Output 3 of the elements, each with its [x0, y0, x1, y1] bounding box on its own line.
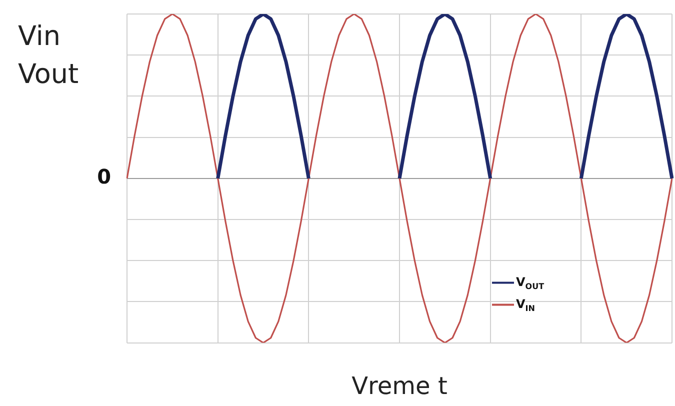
y-axis-title: Vin Vout	[18, 20, 80, 92]
x-axis-title: Vreme t	[352, 372, 448, 400]
text: 0	[97, 164, 111, 189]
